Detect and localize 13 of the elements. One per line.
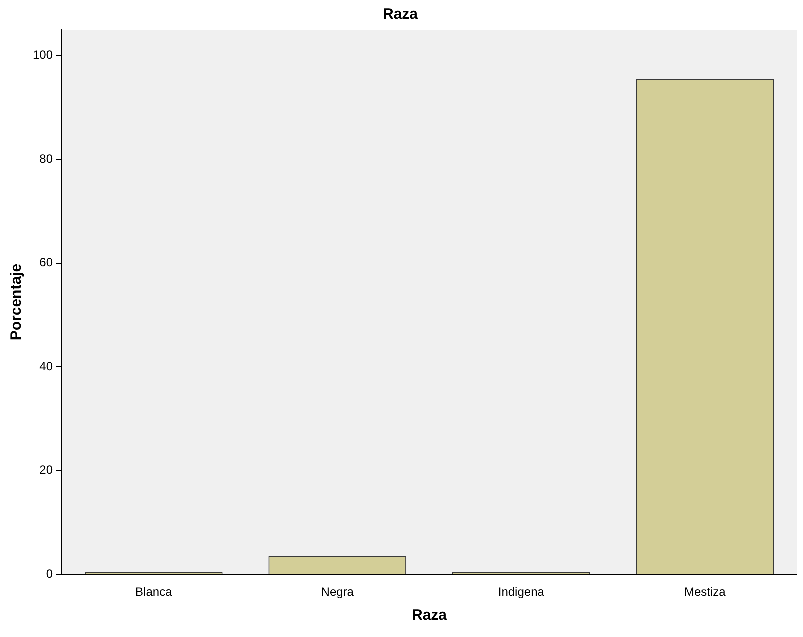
y-tick-label: 60 (40, 256, 54, 270)
y-tick-label: 100 (32, 48, 54, 62)
x-tick-label: Mestiza (684, 585, 726, 600)
x-axis-title: Raza (412, 607, 448, 624)
y-tick-label: 20 (40, 463, 54, 478)
x-tick-label: Negra (321, 585, 354, 600)
y-tick-label: 80 (40, 152, 54, 166)
y-tick-label: 0 (46, 566, 54, 581)
x-tick-label: Indigena (498, 585, 545, 600)
x-tick-label: Blanca (136, 585, 173, 600)
y-axis-title: Porcentaje (8, 264, 26, 341)
y-tick-label: 40 (40, 359, 54, 374)
chart-title: Raza (382, 6, 419, 24)
